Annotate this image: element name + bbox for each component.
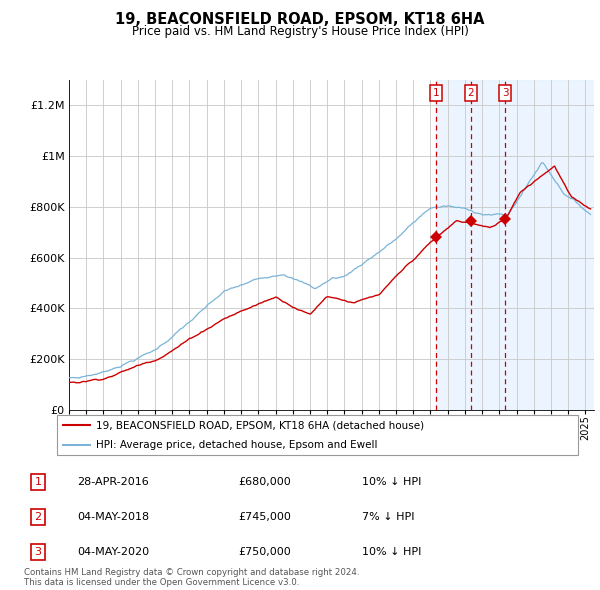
Text: 2: 2 (35, 512, 41, 522)
Text: 19, BEACONSFIELD ROAD, EPSOM, KT18 6HA (detached house): 19, BEACONSFIELD ROAD, EPSOM, KT18 6HA (… (96, 421, 424, 430)
Text: 04-MAY-2018: 04-MAY-2018 (77, 512, 150, 522)
Text: 3: 3 (502, 88, 508, 98)
Text: 28-APR-2016: 28-APR-2016 (77, 477, 149, 487)
Text: Contains HM Land Registry data © Crown copyright and database right 2024.: Contains HM Land Registry data © Crown c… (24, 568, 359, 577)
Text: 1: 1 (433, 88, 439, 98)
Text: 10% ↓ HPI: 10% ↓ HPI (362, 547, 422, 557)
Text: HPI: Average price, detached house, Epsom and Ewell: HPI: Average price, detached house, Epso… (96, 440, 378, 450)
Text: 19, BEACONSFIELD ROAD, EPSOM, KT18 6HA: 19, BEACONSFIELD ROAD, EPSOM, KT18 6HA (115, 12, 485, 27)
Text: £745,000: £745,000 (238, 512, 291, 522)
Text: 1: 1 (35, 477, 41, 487)
Text: 7% ↓ HPI: 7% ↓ HPI (362, 512, 415, 522)
Text: 04-MAY-2020: 04-MAY-2020 (77, 547, 150, 557)
Text: Price paid vs. HM Land Registry's House Price Index (HPI): Price paid vs. HM Land Registry's House … (131, 25, 469, 38)
Text: £750,000: £750,000 (238, 547, 291, 557)
Text: 3: 3 (35, 547, 41, 557)
Text: £680,000: £680,000 (238, 477, 291, 487)
FancyBboxPatch shape (56, 415, 578, 455)
Bar (436, 80, 600, 410)
Text: 10% ↓ HPI: 10% ↓ HPI (362, 477, 422, 487)
Text: 2: 2 (467, 88, 474, 98)
Text: This data is licensed under the Open Government Licence v3.0.: This data is licensed under the Open Gov… (24, 578, 299, 587)
